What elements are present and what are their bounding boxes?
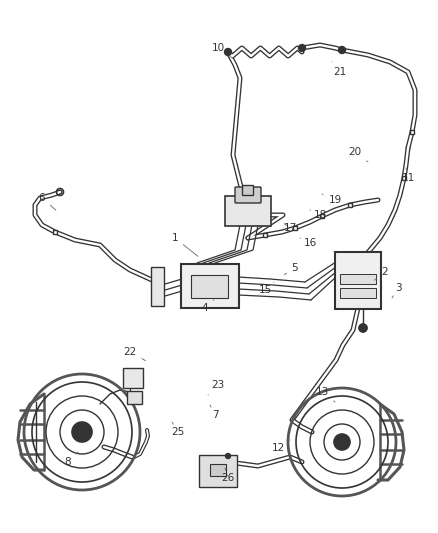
Circle shape [358,324,366,332]
FancyBboxPatch shape [123,368,143,388]
Bar [263,233,266,237]
FancyBboxPatch shape [225,196,270,226]
Text: 6: 6 [39,193,56,210]
Text: 22: 22 [123,347,145,361]
Text: 17: 17 [283,223,296,233]
Circle shape [338,46,345,53]
FancyBboxPatch shape [334,252,380,309]
Text: 2: 2 [373,267,388,280]
Text: 25: 25 [171,422,184,437]
Bar [401,176,405,180]
Bar [53,230,57,234]
Bar [347,203,351,207]
Text: 3: 3 [391,283,400,298]
Text: 16: 16 [299,238,316,248]
FancyBboxPatch shape [242,185,253,196]
FancyBboxPatch shape [191,274,228,297]
Text: 1: 1 [171,233,198,256]
Text: 5: 5 [284,263,298,274]
Text: 13: 13 [314,387,334,402]
Text: 15: 15 [258,282,273,295]
Bar [339,288,375,298]
FancyBboxPatch shape [198,455,237,487]
Text: 26: 26 [221,468,234,483]
FancyBboxPatch shape [151,266,164,305]
Text: 23: 23 [208,380,224,395]
Circle shape [72,422,92,442]
Circle shape [224,49,231,55]
Text: 4: 4 [201,300,213,313]
Text: 12: 12 [271,440,290,453]
Circle shape [298,44,305,52]
FancyBboxPatch shape [209,464,226,477]
Bar [409,130,413,134]
Text: 20: 20 [348,147,367,162]
Bar [339,274,375,284]
Text: 11: 11 [400,168,413,183]
FancyBboxPatch shape [180,264,238,308]
FancyBboxPatch shape [234,187,261,203]
Text: 18: 18 [309,210,326,220]
Text: 10: 10 [211,43,232,59]
Text: 8: 8 [64,452,78,467]
FancyBboxPatch shape [127,392,142,405]
Bar [293,226,296,230]
Text: 7: 7 [209,405,218,420]
Circle shape [225,454,230,458]
Bar [319,214,323,218]
Text: 21: 21 [331,62,346,77]
Text: 19: 19 [321,194,341,205]
Circle shape [333,434,349,450]
